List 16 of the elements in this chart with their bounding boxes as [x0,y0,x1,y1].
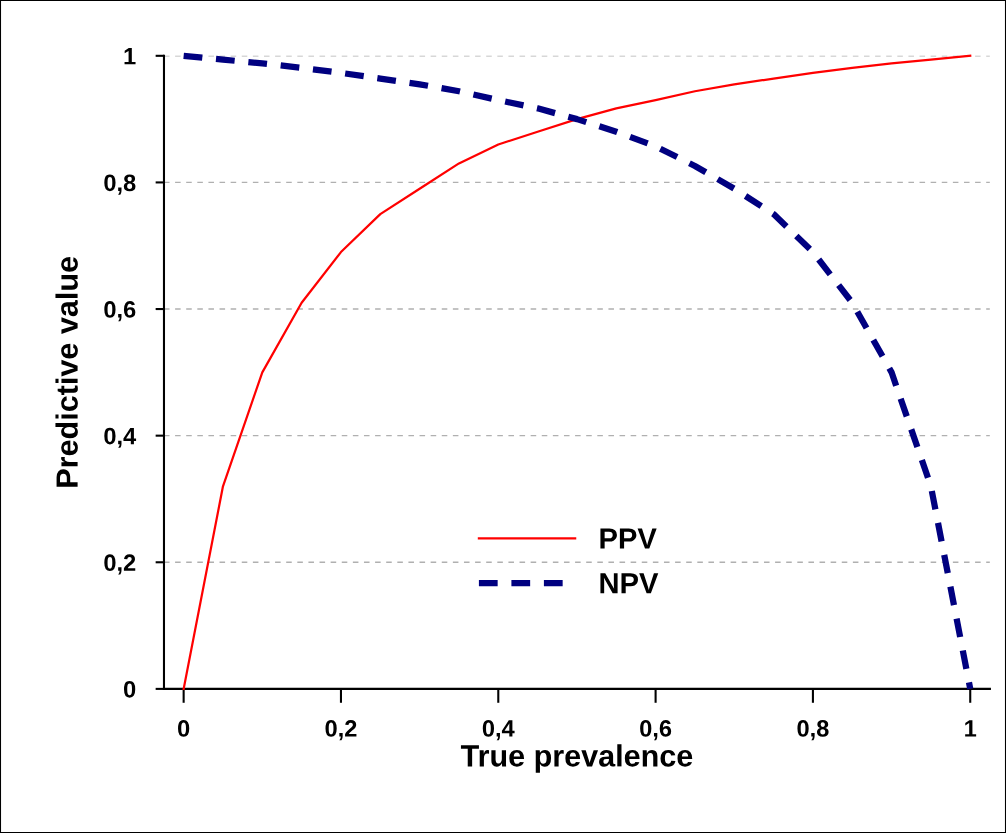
x-tick-label: 0,6 [640,720,672,741]
legend-label: NPV [600,573,659,594]
y-axis-title: Predictive value [55,257,78,487]
y-tick-label: 0,2 [104,554,136,575]
y-tick-label: 0,6 [104,301,136,322]
y-tick-label: 0,8 [104,174,136,195]
x-tick-label: 0,8 [797,720,829,741]
x-tick-label: 1 [965,720,977,737]
y-tick-label: 1 [124,48,136,65]
x-tick-label: 0 [178,720,190,737]
y-tick-label: 0 [124,680,136,698]
x-tick-label: 0,4 [482,720,515,741]
x-tick-label: 0,2 [325,720,357,741]
y-tick-label: 0,4 [104,427,137,448]
legend-label: PPV [600,528,657,549]
x-axis-title: True prevalence [460,744,693,773]
